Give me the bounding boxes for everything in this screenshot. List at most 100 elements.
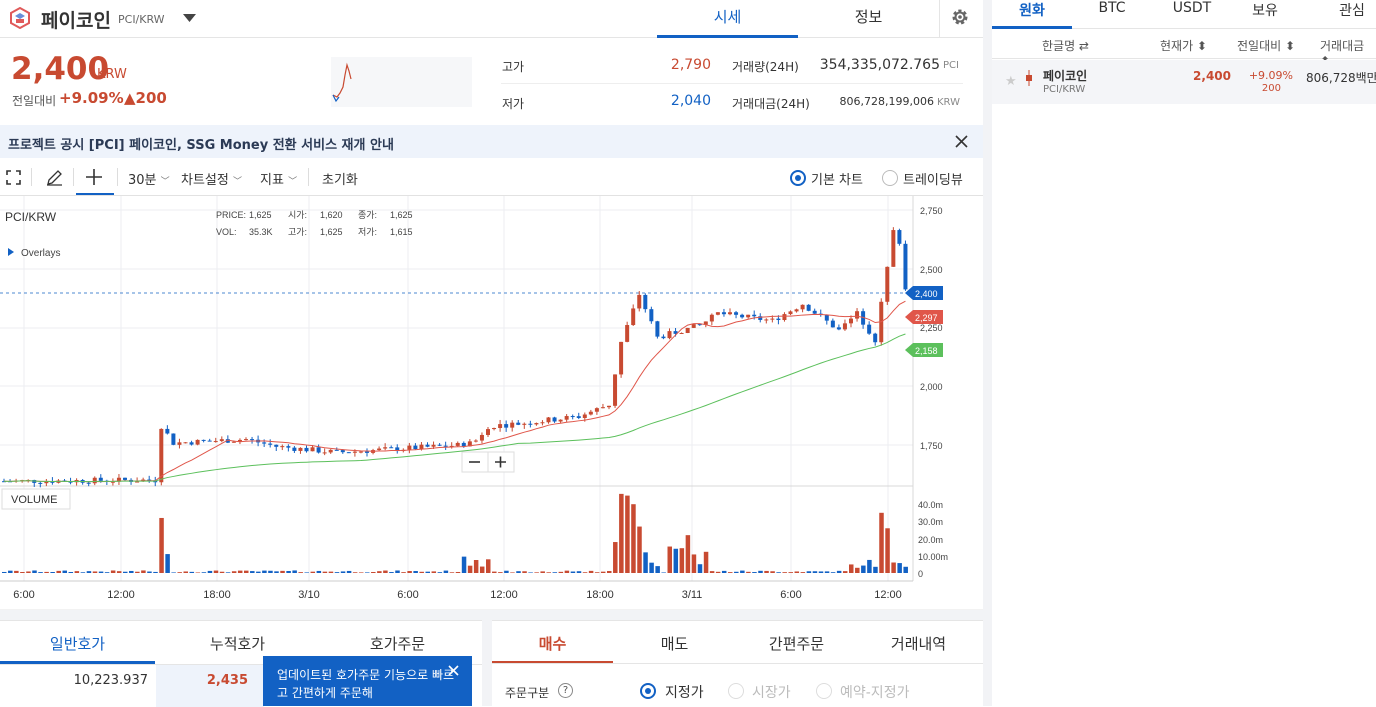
candle	[558, 419, 563, 422]
orderbook-price-cell[interactable]	[156, 665, 264, 707]
volume-bar	[770, 571, 775, 573]
price-chart[interactable]: PCI/KRW PRICE: 1,625 시가: 1,620 종가: 1,625…	[0, 196, 983, 610]
volume-bar	[709, 571, 715, 573]
volume-bar	[147, 571, 152, 573]
tab-trade-history[interactable]: 거래내역	[890, 635, 947, 653]
market-order-label[interactable]: 시장가	[752, 685, 791, 701]
ma-long-marker-label: 2,158	[915, 346, 938, 356]
header-name[interactable]: 한글명 ⇄	[1042, 39, 1089, 53]
reserved-limit-radio[interactable]	[816, 683, 832, 699]
candle	[250, 439, 255, 441]
header-change[interactable]: 전일대비 ⬍	[1237, 39, 1296, 53]
volume-bar	[419, 571, 424, 573]
candle	[830, 320, 835, 328]
tab-favorites[interactable]: 관심	[1339, 3, 1365, 19]
tradingview-radio[interactable]	[882, 170, 898, 186]
order-type-label: 주문구분	[505, 686, 550, 700]
overlays-toggle[interactable]: Overlays	[21, 248, 60, 259]
volume-bar	[582, 572, 588, 573]
reserved-limit-label[interactable]: 예약-지정가	[840, 685, 910, 701]
market-row[interactable]: ★ 페이코인 PCI/KRW 2,400 +9.09% 200 806,728백…	[992, 60, 1376, 104]
candle	[377, 448, 382, 451]
candle	[274, 444, 279, 447]
star-icon[interactable]: ★	[1005, 74, 1017, 89]
tab-btc[interactable]: BTC	[1098, 0, 1126, 16]
indicators-menu[interactable]: 지표 ﹀	[260, 169, 297, 188]
close-icon[interactable]	[448, 665, 459, 676]
tab-krw[interactable]: 원화	[1019, 3, 1045, 19]
candle	[479, 434, 484, 441]
info-price-label: PRICE:	[216, 210, 246, 220]
limit-order-radio[interactable]	[640, 683, 656, 699]
candle	[661, 336, 666, 339]
market-row-change-amt: 200	[1261, 83, 1281, 94]
info-vol: 35.3K	[249, 227, 273, 237]
help-icon[interactable]: ?	[558, 683, 573, 698]
volume-bar	[764, 570, 769, 573]
ma-long-marker	[905, 343, 943, 357]
tab-buy[interactable]: 매수	[538, 635, 567, 653]
volume-bar	[116, 571, 122, 573]
info-price: 1,625	[249, 210, 272, 220]
tab-holdings[interactable]: 보유	[1252, 3, 1278, 19]
candle	[171, 433, 176, 445]
project-notice[interactable]: 프로젝트 공시 [PCI] 페이코인, SSG Money 전환 서비스 재개 …	[0, 125, 983, 158]
tab-cumulative-orderbook[interactable]: 누적호가	[209, 635, 266, 653]
crosshair-icon[interactable]	[86, 169, 102, 185]
section-gap	[482, 620, 492, 706]
basic-chart-radio[interactable]	[790, 170, 806, 186]
market-order-radio[interactable]	[728, 683, 744, 699]
expand-triangle-icon[interactable]	[8, 248, 14, 256]
zoom-in-icon[interactable]	[495, 456, 506, 468]
volume-bar	[141, 570, 146, 573]
vol-tick: 30.0m	[918, 517, 943, 527]
basic-chart-label[interactable]: 기본 차트	[811, 173, 863, 188]
orderbook-price[interactable]: 2,435	[206, 673, 248, 688]
candle	[147, 479, 152, 481]
volume-bar	[110, 570, 116, 573]
candle	[219, 439, 224, 442]
volume-bar	[14, 570, 19, 573]
volume-bar	[352, 572, 358, 573]
candle	[346, 452, 351, 454]
interval-select[interactable]: 30분 ﹀	[128, 169, 170, 188]
volume-bar	[685, 535, 691, 573]
volume-bar	[758, 570, 763, 573]
tab-simple-order[interactable]: 간편주문	[768, 635, 825, 653]
candle	[607, 405, 611, 408]
coin-name: 페이코인	[41, 10, 111, 32]
chart-settings-menu[interactable]: 차트설정 ﹀	[181, 169, 242, 188]
volume-bar	[800, 572, 806, 573]
pencil-icon[interactable]	[46, 169, 63, 186]
volume-bar	[873, 566, 878, 573]
tab-orderbook-order[interactable]: 호가주문	[369, 635, 426, 653]
candle	[582, 414, 587, 418]
volume-bar	[153, 571, 158, 573]
volume-bar	[891, 562, 896, 573]
volume-bar	[74, 571, 80, 573]
candle	[292, 447, 297, 451]
close-icon[interactable]	[955, 135, 968, 148]
volume-bar	[885, 528, 890, 573]
candle	[207, 440, 212, 442]
reset-button[interactable]: 초기화	[322, 173, 358, 188]
coin-select-dropdown-icon[interactable]	[183, 14, 196, 23]
gear-icon[interactable]	[950, 7, 970, 27]
tab-price[interactable]: 시세	[713, 8, 742, 26]
tab-info[interactable]: 정보	[854, 8, 883, 26]
volume-bar	[237, 570, 243, 573]
crosshair-active-indicator	[76, 193, 114, 195]
tab-usdt[interactable]: USDT	[1172, 0, 1212, 16]
volume-bar	[395, 570, 400, 573]
tab-sell[interactable]: 매도	[660, 635, 689, 653]
fullscreen-icon[interactable]	[6, 170, 21, 185]
limit-order-label[interactable]: 지정가	[665, 685, 704, 701]
volume-bar	[570, 571, 576, 573]
orderbook-qty-cell	[0, 665, 155, 707]
header-price[interactable]: 현재가 ⬍	[1160, 39, 1207, 53]
x-tick: 12:00	[107, 589, 135, 601]
tradingview-label[interactable]: 트레이딩뷰	[903, 173, 963, 188]
tab-general-orderbook[interactable]: 일반호가	[49, 635, 106, 653]
x-tick: 6:00	[780, 589, 801, 601]
volume-bar	[334, 572, 340, 573]
